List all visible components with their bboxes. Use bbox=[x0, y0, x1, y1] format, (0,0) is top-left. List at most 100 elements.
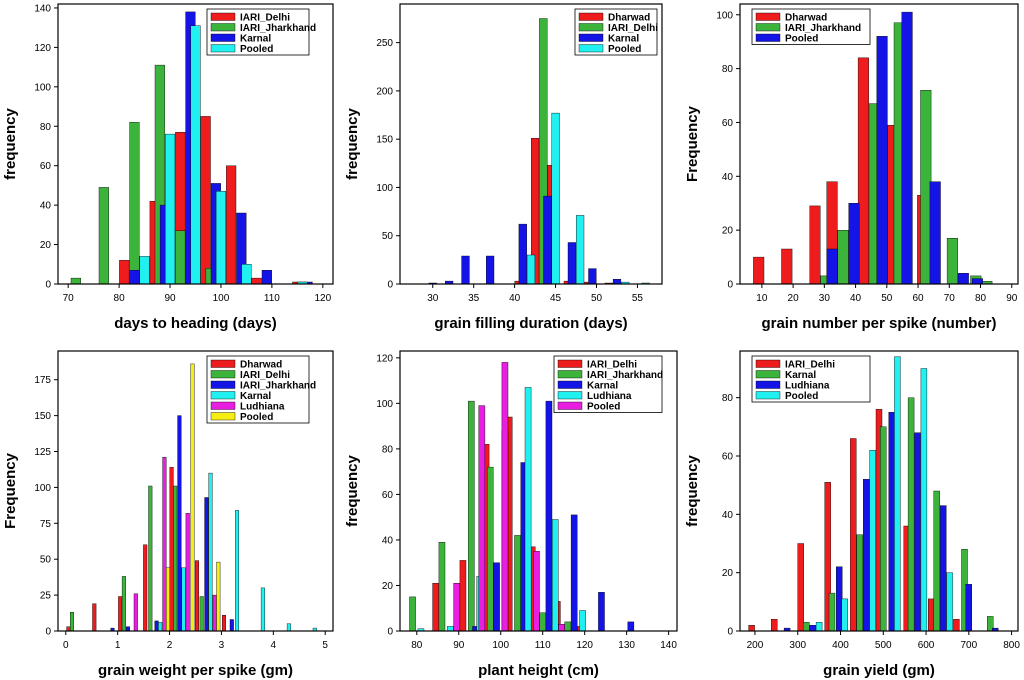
legend-label: Pooled bbox=[587, 402, 620, 413]
bar-pooled bbox=[526, 254, 536, 285]
y-tick-label: 20 bbox=[40, 240, 52, 251]
legend-swatch bbox=[557, 380, 583, 389]
bar-pooled bbox=[894, 356, 901, 632]
x-tick-label: 2 bbox=[167, 640, 173, 651]
bar-ludhiana bbox=[524, 387, 532, 632]
bar-karnal bbox=[543, 195, 552, 285]
x-tick-label: 5 bbox=[322, 640, 328, 651]
x-tick-label: 0 bbox=[63, 640, 69, 651]
legend-label: IARI_Jharkhand bbox=[587, 370, 663, 381]
bar-iari-jharkhand bbox=[468, 400, 475, 632]
bar-karnal bbox=[856, 534, 863, 632]
x-tick-label: 500 bbox=[875, 640, 892, 651]
x-tick-label: 200 bbox=[747, 640, 764, 651]
bar-iari-delhi bbox=[251, 277, 262, 285]
bar-dharwad bbox=[857, 57, 869, 285]
legend-label: IARI_Delhi bbox=[785, 360, 835, 371]
plot-frame bbox=[399, 3, 663, 285]
bar-karnal bbox=[933, 490, 940, 632]
x-axis-label: grain filling duration (days) bbox=[434, 315, 627, 332]
legend-label: Pooled bbox=[240, 44, 273, 55]
legend-swatch bbox=[578, 23, 604, 32]
legend-label: Pooled bbox=[785, 34, 818, 45]
bar-dharwad bbox=[66, 626, 71, 632]
legend-swatch bbox=[210, 44, 236, 53]
y-tick-label: 20 bbox=[382, 581, 394, 592]
y-tick-label: 100 bbox=[34, 82, 51, 93]
y-tick-label: 100 bbox=[376, 183, 393, 194]
x-axis-label: plant height (cm) bbox=[478, 662, 599, 679]
y-tick-label: 250 bbox=[376, 38, 393, 49]
chart-panel-5: 80 90 100 110 120 130 140 0 20 40 60 80 100 120 plant … bbox=[344, 350, 678, 679]
x-tick-label: 20 bbox=[788, 293, 800, 304]
bar-ludhiana bbox=[212, 594, 217, 632]
x-tick-label: 70 bbox=[944, 293, 956, 304]
x-tick-label: 140 bbox=[660, 640, 677, 651]
bar-pooled bbox=[215, 191, 227, 285]
bar-karnal bbox=[158, 622, 163, 632]
y-tick-label: 40 bbox=[722, 510, 734, 521]
legend-swatch bbox=[557, 391, 583, 400]
bar-karnal bbox=[627, 621, 635, 632]
bar-karnal bbox=[567, 242, 577, 285]
legend: DharwadIARI_DelhiIARI_JharkhandKarnalLud… bbox=[206, 355, 316, 424]
legend-swatch bbox=[755, 380, 781, 389]
bar-pooled bbox=[558, 624, 565, 632]
x-tick-label: 30 bbox=[819, 293, 831, 304]
x-tick-label: 70 bbox=[63, 293, 75, 304]
legend-label: IARI_Jharkhand bbox=[785, 23, 861, 34]
legend-label: IARI_Delhi bbox=[587, 360, 637, 371]
legend-label: Dharwad bbox=[785, 13, 827, 24]
y-tick-label: 80 bbox=[40, 122, 52, 133]
bar-pooled bbox=[826, 248, 838, 285]
x-tick-label: 90 bbox=[164, 293, 176, 304]
bar-ludhiana bbox=[552, 519, 559, 632]
x-axis-label: grain number per spike (number) bbox=[761, 315, 996, 332]
x-tick-label: 90 bbox=[453, 640, 465, 651]
bar-iari-jharkhand bbox=[129, 122, 140, 285]
y-tick-label: 100 bbox=[34, 483, 51, 494]
bar-pooled bbox=[165, 567, 170, 632]
x-axis-label: grain yield (gm) bbox=[823, 662, 935, 679]
bar-ludhiana bbox=[965, 584, 972, 632]
chart-panel-2: 30 35 40 45 50 55 0 50 100 150 200 250 grain filling… bbox=[344, 3, 663, 332]
bar-karnal bbox=[486, 255, 495, 285]
x-tick-label: 40 bbox=[850, 293, 862, 304]
y-tick-label: 60 bbox=[722, 118, 734, 129]
bar-dharwad bbox=[781, 248, 793, 285]
bar-pooled bbox=[957, 273, 969, 285]
x-tick-label: 60 bbox=[912, 293, 924, 304]
bar-karnal bbox=[803, 622, 810, 632]
legend-label: Pooled bbox=[608, 44, 641, 55]
bar-iari-delhi bbox=[432, 583, 439, 632]
bar-ludhiana bbox=[162, 457, 167, 632]
bar-pooled bbox=[841, 598, 848, 632]
bar-pooled bbox=[241, 264, 252, 285]
bar-iari-delhi bbox=[200, 116, 211, 285]
bar-dharwad bbox=[143, 544, 148, 632]
x-axis-label: days to heading (days) bbox=[114, 315, 277, 332]
bar-ludhiana bbox=[809, 625, 816, 632]
bar-karnal bbox=[518, 223, 527, 285]
x-tick-label: 400 bbox=[832, 640, 849, 651]
y-tick-label: 0 bbox=[387, 280, 393, 291]
y-tick-label: 0 bbox=[45, 627, 51, 638]
legend-label: IARI_Delhi bbox=[240, 370, 290, 381]
bar-iari-delhi bbox=[797, 543, 804, 632]
x-tick-label: 4 bbox=[271, 640, 277, 651]
bar-iari-delhi bbox=[69, 612, 74, 632]
x-tick-label: 10 bbox=[756, 293, 768, 304]
bar-karnal bbox=[261, 270, 272, 285]
legend-label: Dharwad bbox=[608, 13, 650, 24]
chart-panel-1: 70 80 90 100 110 120 0 20 40 60 80 100 120 140 days to… bbox=[2, 3, 334, 332]
y-tick-label: 60 bbox=[40, 161, 52, 172]
bar-pooled bbox=[478, 405, 486, 632]
bar-iari-jharkhand bbox=[946, 237, 958, 285]
bar-pooled bbox=[576, 215, 585, 285]
bar-iari-jharkhand bbox=[539, 612, 547, 632]
legend-label: IARI_Delhi bbox=[240, 13, 290, 24]
bar-pooled bbox=[946, 572, 953, 632]
